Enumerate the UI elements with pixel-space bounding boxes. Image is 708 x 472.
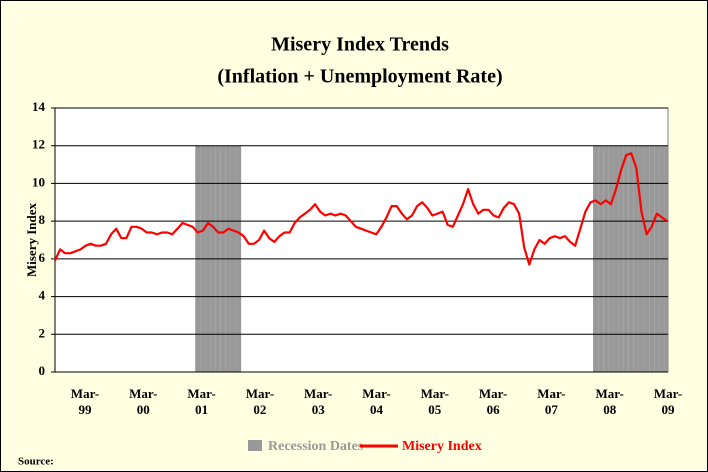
legend-label: Misery Index xyxy=(402,439,482,454)
legend-label: Recession Dates xyxy=(268,439,364,454)
chart-subtitle: (Inflation + Unemployment Rate) xyxy=(217,66,502,88)
y-tick-label: 14 xyxy=(32,99,46,114)
y-axis-label: Misery Index xyxy=(24,202,39,277)
x-tick-label: Mar-00 xyxy=(129,386,158,417)
x-tick-label: Mar-04 xyxy=(362,386,391,417)
y-tick-label: 6 xyxy=(39,250,46,265)
x-tick-label: Mar-02 xyxy=(245,386,275,417)
y-tick-label: 8 xyxy=(39,212,46,227)
misery-line xyxy=(53,152,668,266)
x-tick-label: Mar-09 xyxy=(653,386,683,417)
x-tick-label: Mar-06 xyxy=(478,386,508,417)
x-tick-label: Mar-05 xyxy=(420,386,449,417)
x-tick-label: Mar-07 xyxy=(537,386,566,417)
chart-title: Misery Index Trends xyxy=(271,34,449,56)
x-tick-label: Mar-01 xyxy=(187,386,216,417)
y-tick-label: 2 xyxy=(39,325,46,340)
y-tick-label: 4 xyxy=(39,288,46,303)
legend-swatch xyxy=(248,440,262,451)
y-tick-label: 12 xyxy=(32,137,45,152)
source: Source: xyxy=(18,456,54,468)
x-tick-label: Mar-03 xyxy=(303,386,333,417)
y-tick-label: 0 xyxy=(39,363,46,378)
y-tick-label: 10 xyxy=(32,174,45,189)
x-tick-label: Mar-99 xyxy=(70,386,100,417)
x-tick-label: Mar-08 xyxy=(595,386,624,417)
